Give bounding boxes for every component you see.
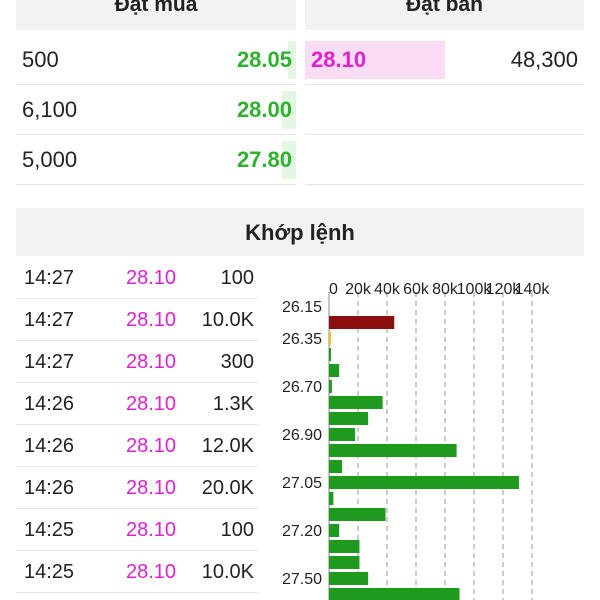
buy-order-row[interactable]: 6,100 28.00 xyxy=(16,85,296,135)
trade-price: 28.10 xyxy=(126,309,177,331)
chart-bar xyxy=(329,588,460,600)
trade-price: 28.10 xyxy=(126,519,177,541)
trade-row[interactable]: 14:25 28.10 100 xyxy=(16,509,258,551)
chart-bar xyxy=(329,572,369,585)
buy-depth-bar xyxy=(282,91,296,129)
chart-bar xyxy=(329,492,334,505)
trade-row[interactable]: 14:26 28.10 20.0K xyxy=(16,467,258,509)
trade-price: 28.10 xyxy=(126,267,177,289)
trade-row[interactable]: 14:27 28.10 10.0K xyxy=(16,299,258,341)
sell-price: 28.10 xyxy=(311,47,367,72)
trade-row[interactable]: 14:25 28.10 10.0K xyxy=(16,551,258,593)
buy-order-row[interactable]: 5,000 27.80 xyxy=(16,135,296,185)
sell-order-row-empty xyxy=(305,135,584,185)
sell-order-row[interactable]: 28.10 48,300 xyxy=(305,35,584,85)
buy-price: 28.05 xyxy=(236,47,292,72)
trade-price: 28.10 xyxy=(126,435,177,457)
chart-bar xyxy=(329,524,340,537)
trade-volume: 100 xyxy=(220,519,254,541)
chart-x-tick-label: 20k xyxy=(345,281,372,298)
trade-time: 14:27 xyxy=(24,267,75,289)
trade-volume: 20.0K xyxy=(201,477,254,499)
chart-y-tick-label: 26.90 xyxy=(282,427,322,444)
trade-volume: 100 xyxy=(220,267,254,289)
trade-time: 14:27 xyxy=(24,309,75,331)
trade-price: 28.10 xyxy=(126,393,177,415)
buy-qty: 500 xyxy=(22,47,59,72)
buy-qty: 6,100 xyxy=(22,97,78,122)
chart-bar xyxy=(329,396,383,409)
buy-orders-title: Đặt mua xyxy=(114,0,198,16)
chart-y-tick-label: 27.50 xyxy=(282,571,322,588)
buy-depth-bar xyxy=(287,41,296,79)
chart-bar xyxy=(329,348,331,361)
trade-volume: 300 xyxy=(220,351,254,373)
chart-bar xyxy=(329,332,331,345)
trade-time: 14:26 xyxy=(24,393,75,415)
trade-volume: 12.0K xyxy=(201,435,254,457)
chart-y-tick-label: 26.35 xyxy=(282,331,322,348)
chart-bar xyxy=(329,364,340,377)
trade-time: 14:27 xyxy=(24,351,75,373)
chart-x-tick-label: 120k xyxy=(486,281,522,298)
sell-qty: 48,300 xyxy=(510,47,578,72)
sell-orders-title: Đặt bán xyxy=(405,0,483,16)
chart-bar xyxy=(329,380,332,393)
trade-row[interactable]: 14:26 28.10 12.0K xyxy=(16,425,258,467)
chart-bar xyxy=(329,428,356,441)
chart-x-tick-label: 40k xyxy=(374,281,401,298)
chart-x-tick-label: 100k xyxy=(457,281,493,298)
buy-orders-header: Đặt mua xyxy=(16,0,296,30)
chart-bar xyxy=(329,476,519,489)
chart-x-tick-label: 140k xyxy=(515,281,551,298)
sell-order-row-empty xyxy=(305,85,584,135)
chart-bar xyxy=(329,316,395,329)
matched-orders-title: Khớp lệnh xyxy=(245,220,355,245)
trade-row[interactable]: 14:26 28.10 1.3K xyxy=(16,383,258,425)
trade-time: 14:25 xyxy=(24,561,75,583)
sell-depth-bar xyxy=(305,41,445,79)
trade-volume: 1.3K xyxy=(212,393,254,415)
chart-bar xyxy=(329,556,360,569)
chart-x-tick-label: 60k xyxy=(403,281,430,298)
sell-orders-header: Đặt bán xyxy=(305,0,584,30)
buy-price: 28.00 xyxy=(236,97,292,122)
matched-orders-header: Khớp lệnh xyxy=(16,208,584,256)
chart-y-tick-label: 27.05 xyxy=(282,475,322,492)
trade-row[interactable]: 14:27 28.10 100 xyxy=(16,257,258,299)
chart-bar xyxy=(329,540,360,553)
buy-order-row[interactable]: 500 28.05 xyxy=(16,35,296,85)
trade-row[interactable]: 14:27 28.10 300 xyxy=(16,341,258,383)
chart-x-tick-label: 0 xyxy=(329,281,338,298)
buy-qty: 5,000 xyxy=(22,147,78,172)
chart-y-tick-label: 26.15 xyxy=(282,299,322,316)
chart-bar xyxy=(329,444,457,457)
chart-y-tick-label: 26.70 xyxy=(282,379,322,396)
trade-price: 28.10 xyxy=(126,351,177,373)
chart-y-tick-label: 27.20 xyxy=(282,523,322,540)
trade-time: 14:26 xyxy=(24,477,75,499)
trade-volume: 10.0K xyxy=(201,309,254,331)
trade-price: 28.10 xyxy=(126,561,177,583)
chart-bar xyxy=(329,508,386,521)
trade-volume: 10.0K xyxy=(201,561,254,583)
chart-x-tick-label: 80k xyxy=(432,281,459,298)
buy-price: 27.80 xyxy=(236,147,292,172)
trade-time: 14:26 xyxy=(24,435,75,457)
trade-time: 14:25 xyxy=(24,519,75,541)
chart-bar xyxy=(329,412,369,425)
chart-bar xyxy=(329,460,343,473)
buy-depth-bar xyxy=(282,141,296,179)
trade-price: 28.10 xyxy=(126,477,177,499)
